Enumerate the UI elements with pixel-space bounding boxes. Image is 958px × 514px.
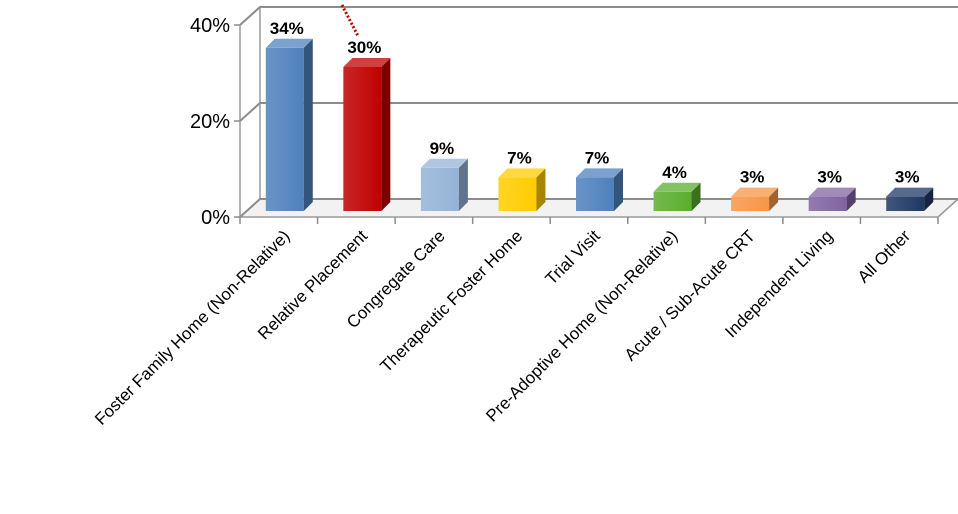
bar-front: [420, 167, 459, 211]
bar-side: [303, 38, 313, 211]
category-labels: Foster Family Home (Non-Relative)Relativ…: [91, 217, 939, 429]
bar-front: [653, 191, 692, 211]
bar-top: [886, 187, 934, 197]
gridline: [239, 6, 958, 26]
bar-front: [498, 177, 537, 211]
data-label: 7%: [585, 148, 610, 167]
data-label: 34%: [270, 19, 304, 38]
bar-side: [691, 182, 701, 211]
gridline: [239, 102, 958, 122]
bar: [420, 158, 468, 211]
bar-side: [614, 168, 623, 211]
bar: [343, 58, 391, 211]
data-label: 30%: [347, 38, 381, 57]
bar-front: [576, 177, 614, 211]
x-category-label: Acute / Sub-Acute CRT: [621, 226, 759, 364]
bar-front: [886, 196, 925, 211]
y-tick-label: 0%: [201, 207, 230, 229]
bar-front: [343, 67, 382, 211]
bar-side: [846, 187, 856, 211]
data-labels: 34% 30% 9% 7% 7% 4% 3% 3% 3%: [270, 19, 920, 187]
y-axis-ticks: 0% 20% 40%: [190, 15, 240, 229]
bar-top: [576, 168, 623, 178]
bar-top: [343, 58, 391, 67]
data-label: 9%: [430, 139, 455, 158]
bar-front: [808, 196, 847, 211]
bar: [653, 182, 701, 211]
y-tick-label: 20%: [190, 111, 230, 133]
gridlines: [239, 6, 958, 218]
bar-side: [381, 58, 391, 211]
data-label: 4%: [662, 163, 687, 182]
data-label: 3%: [817, 168, 842, 187]
bar: [265, 38, 313, 211]
data-label: 3%: [895, 168, 920, 187]
bars: [265, 38, 934, 211]
bar-side: [536, 168, 546, 211]
annotation-arrow-fragment: [340, 4, 360, 37]
bar-top: [265, 38, 313, 48]
bar-side: [924, 187, 934, 211]
x-category-label: Trial Visit: [542, 226, 604, 288]
bar-top: [808, 187, 856, 197]
bar-top: [420, 158, 468, 168]
bar-top: [498, 168, 546, 178]
gridline: [239, 198, 958, 218]
y-tick-label: 40%: [190, 15, 230, 37]
x-category-label: All Other: [854, 226, 914, 286]
data-label: 7%: [507, 148, 532, 167]
bar: [498, 168, 546, 211]
data-label: 3%: [740, 168, 765, 187]
bar: [808, 187, 856, 211]
bar-front: [265, 47, 304, 211]
bar-side: [769, 187, 779, 211]
bar-front: [731, 196, 770, 211]
bar-top: [653, 182, 701, 192]
bar: [731, 187, 779, 211]
bar-top: [731, 187, 779, 197]
bar: [886, 187, 934, 211]
bar-side: [458, 158, 468, 211]
x-category-label: Therapeutic Foster Home: [377, 226, 527, 376]
bar: [576, 168, 623, 211]
